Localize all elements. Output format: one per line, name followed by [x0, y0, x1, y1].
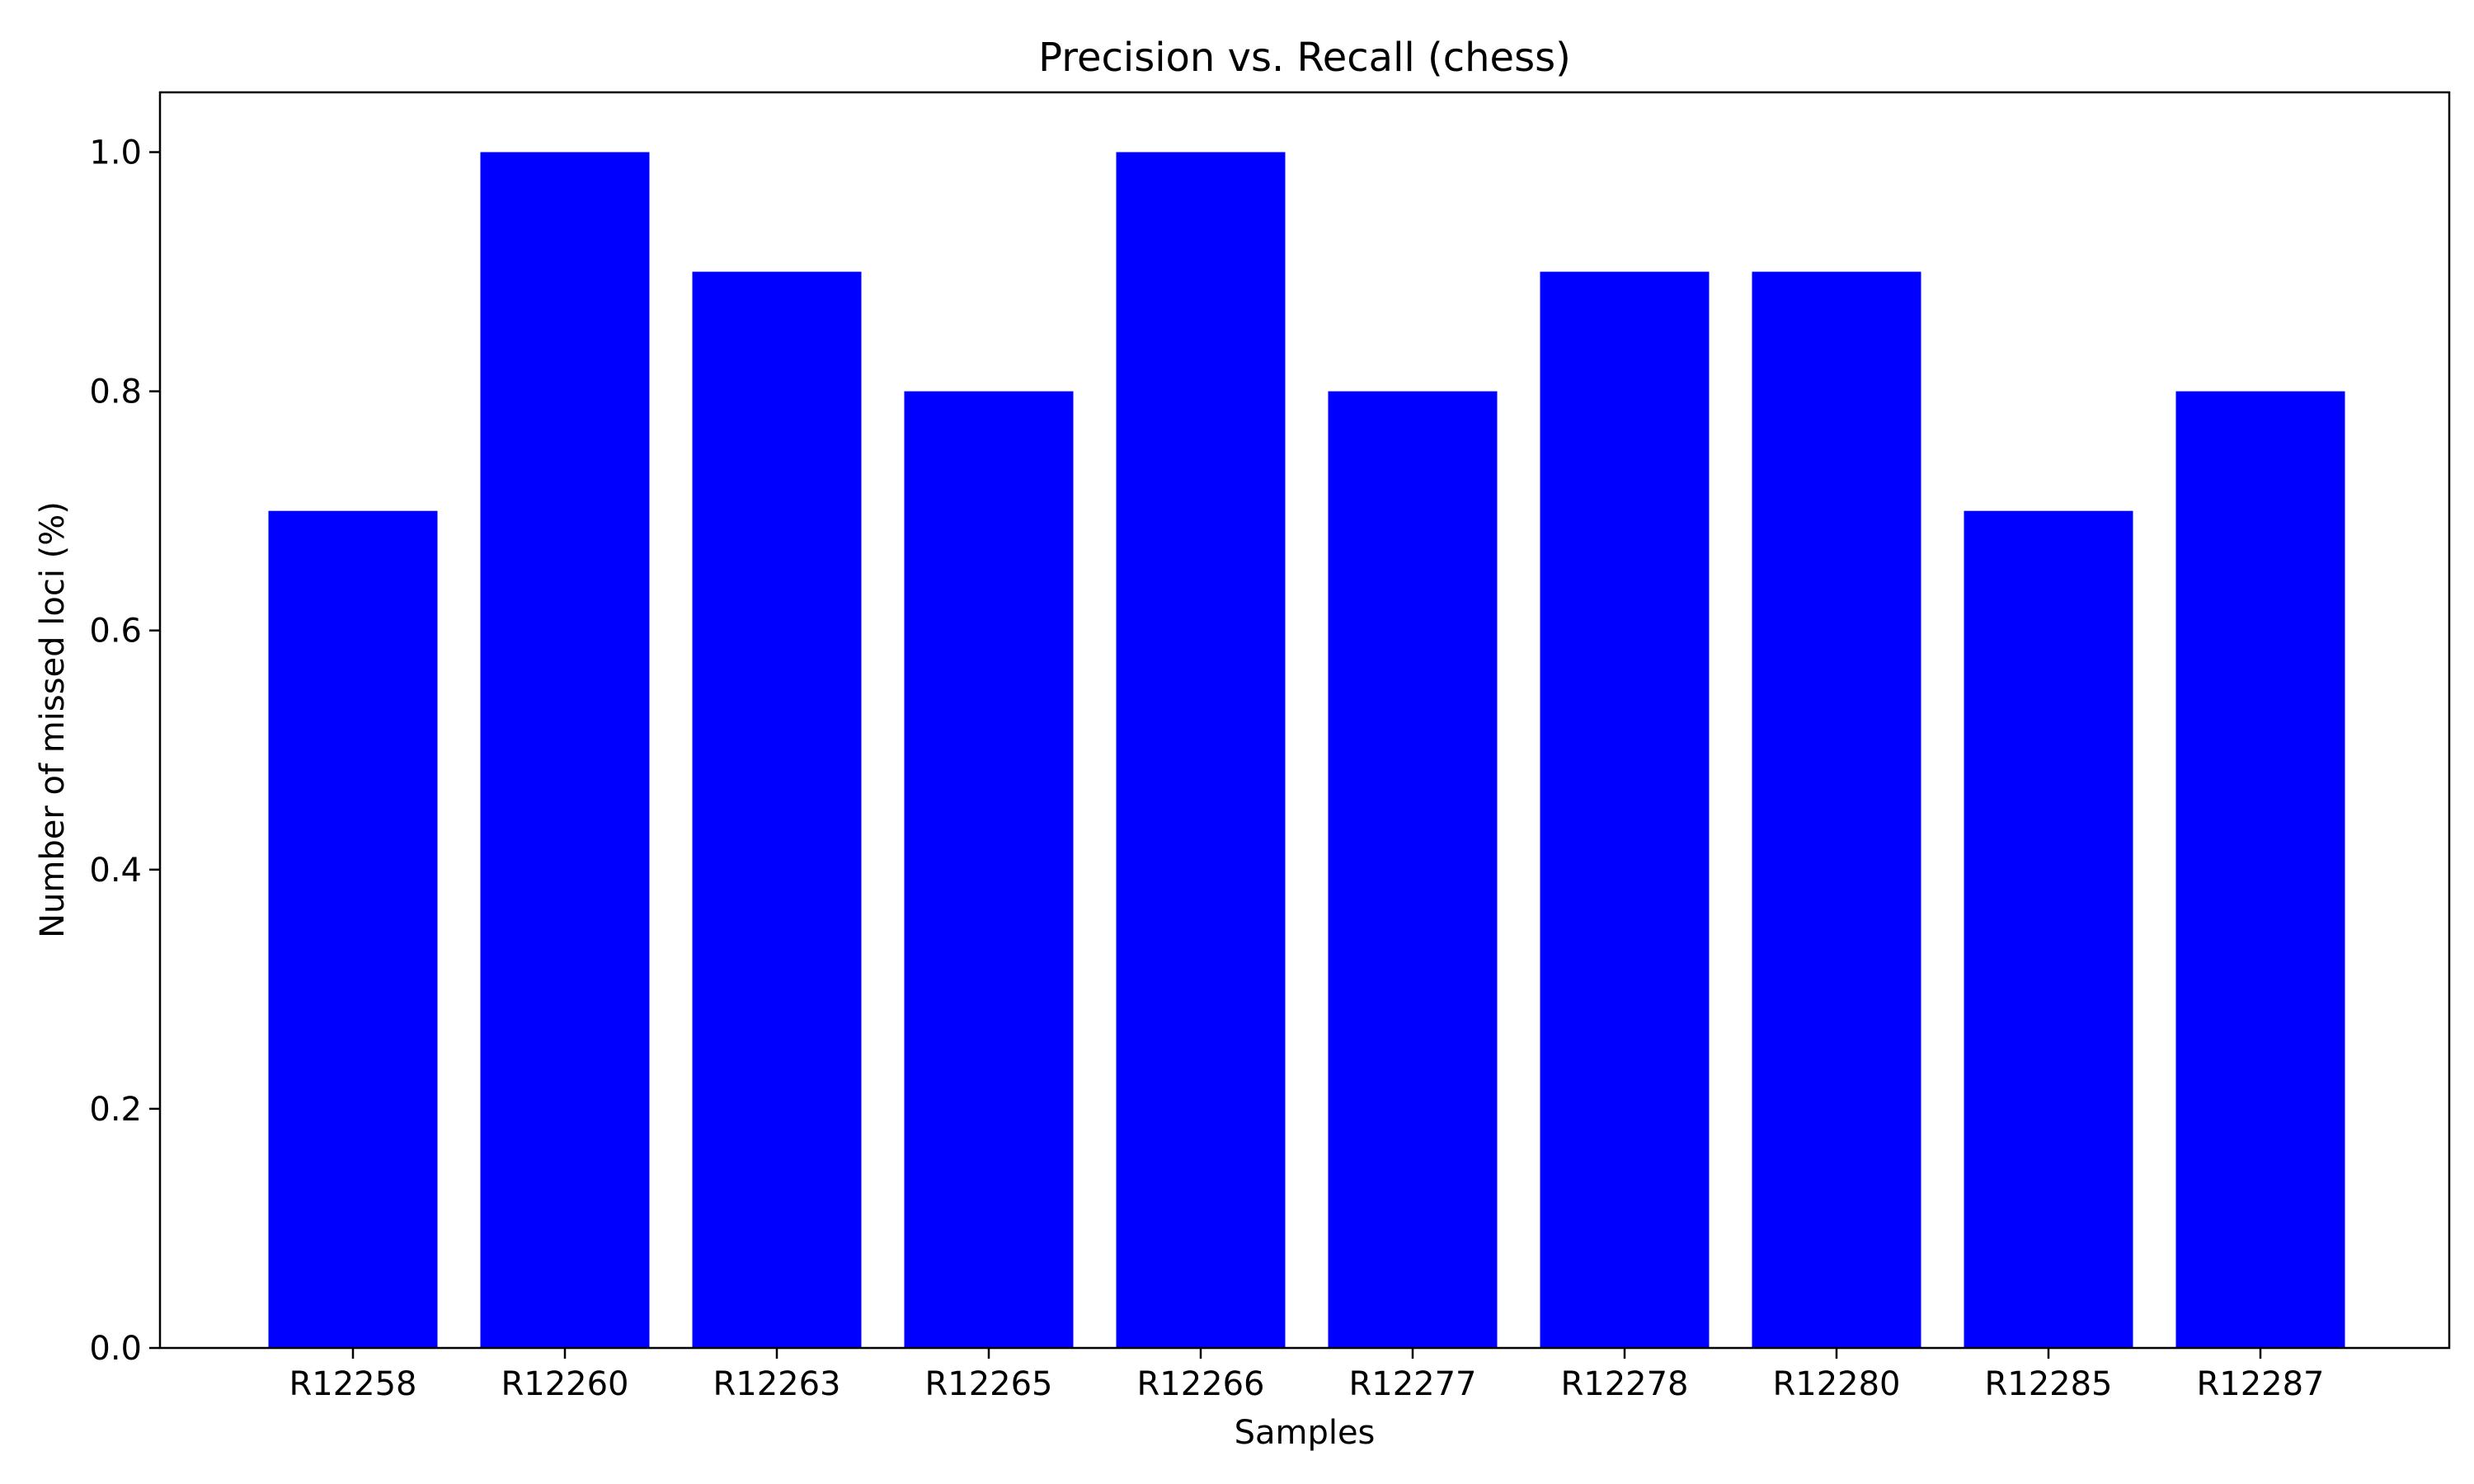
y-tick-label: 0.6 [89, 613, 142, 650]
bar-r12265 [904, 391, 1074, 1349]
x-tick-label: R12260 [501, 1365, 628, 1403]
x-tick-label: R12287 [2196, 1365, 2324, 1403]
bars-group [268, 152, 2345, 1349]
x-tick-label: R12265 [924, 1365, 1052, 1403]
x-tick-label: R12266 [1136, 1365, 1264, 1403]
bar-r12266 [1116, 152, 1286, 1348]
x-tick-label: R12277 [1348, 1365, 1476, 1403]
y-tick-label: 1.0 [89, 134, 142, 172]
y-tick-label: 0.2 [89, 1091, 142, 1129]
bar-r12278 [1540, 271, 1710, 1349]
bar-r12277 [1328, 391, 1498, 1349]
x-axis-ticks: R12258 R12260 R12263 R12265 R12266 R12277 R122… [289, 1348, 2325, 1403]
bar-r12260 [480, 152, 650, 1348]
bar-r12287 [2175, 391, 2345, 1349]
x-tick-label: R12258 [289, 1365, 416, 1403]
y-axis-ticks: 0.0 0.2 0.4 0.6 0.8 1.0 [89, 134, 160, 1368]
y-tick-label: 0.8 [89, 373, 142, 411]
x-axis-label: Samples [1235, 1414, 1376, 1452]
x-tick-label: R12285 [1984, 1365, 2112, 1403]
bar-r12258 [268, 510, 438, 1348]
x-tick-label: R12263 [713, 1365, 840, 1403]
x-tick-label: R12278 [1560, 1365, 1688, 1403]
y-tick-label: 0.4 [89, 852, 142, 890]
bar-r12285 [1964, 510, 2133, 1348]
plot-frame [158, 91, 2451, 1350]
bar-r12263 [692, 271, 862, 1349]
y-axis-label: Number of missed loci (%) [34, 501, 72, 938]
chart-title: Precision vs. Recall (chess) [1038, 35, 1571, 81]
y-tick-label: 0.0 [89, 1330, 142, 1368]
x-tick-label: R12280 [1772, 1365, 1900, 1403]
bar-r12280 [1752, 271, 1921, 1349]
